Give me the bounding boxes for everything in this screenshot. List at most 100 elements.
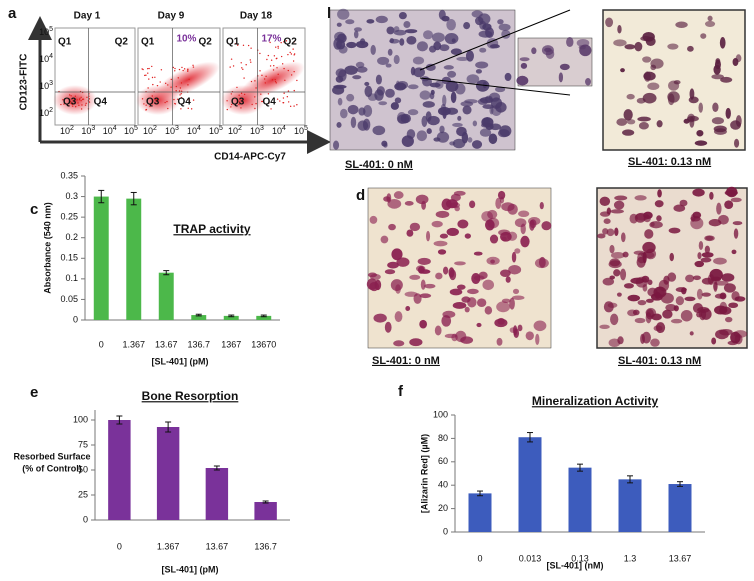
cell-dot: [279, 100, 281, 102]
quadrant-label: Q1: [58, 37, 72, 48]
cell-dot: [283, 92, 285, 94]
cell: [643, 71, 656, 81]
x-tick-label: 1.367: [157, 541, 180, 551]
cell: [407, 84, 419, 90]
cell: [668, 227, 681, 234]
cell: [362, 118, 371, 131]
cell-dot: [88, 98, 91, 100]
cell-dot: [60, 103, 62, 106]
cell-dot: [296, 79, 298, 82]
cell: [609, 275, 616, 280]
cell: [498, 23, 511, 31]
cell: [599, 211, 611, 217]
cell-dot: [183, 68, 186, 70]
cell: [469, 200, 476, 209]
y-axis-title: [Alizarin Red] (µM): [419, 434, 429, 513]
cell: [698, 241, 704, 250]
y-tick-label: 0.25: [60, 212, 78, 222]
cell-dot: [282, 101, 285, 104]
cell: [427, 115, 440, 126]
cell: [630, 277, 645, 284]
tick-label: 105: [124, 125, 138, 137]
cell: [455, 330, 467, 343]
y-tick-label: 75: [78, 439, 88, 449]
cell: [338, 69, 347, 82]
cell: [445, 80, 459, 92]
cell: [409, 338, 423, 347]
cell-dot: [167, 107, 169, 110]
cell-dot: [230, 103, 233, 106]
cell: [446, 18, 456, 31]
tick-base: 10: [272, 126, 282, 136]
tick-label: 102: [143, 125, 157, 137]
cell: [482, 279, 495, 291]
tick-exp: 4: [113, 125, 117, 132]
cell: [634, 41, 643, 52]
y-tick-label: 20: [438, 503, 448, 513]
cell: [614, 195, 628, 201]
tick-base: 10: [39, 108, 49, 118]
cell: [701, 277, 714, 285]
cell: [475, 61, 489, 69]
cell: [443, 65, 454, 70]
cell-dot: [159, 81, 161, 83]
cell: [413, 293, 422, 304]
tick-label: 103: [39, 80, 53, 92]
cell-dot: [71, 103, 73, 106]
cell: [337, 97, 343, 106]
cell: [613, 39, 627, 47]
tick-base: 10: [143, 126, 153, 136]
cell: [696, 311, 702, 318]
cell: [425, 63, 436, 71]
cell-dot: [70, 100, 72, 103]
cell-dot: [280, 41, 282, 44]
cell: [432, 32, 445, 43]
cell: [698, 102, 703, 113]
cell: [444, 33, 459, 45]
tick-base: 10: [209, 126, 219, 136]
quadrant-label: Q4: [177, 97, 191, 108]
cell-dot: [240, 92, 243, 95]
cell: [696, 129, 704, 137]
cell: [467, 137, 473, 143]
cell: [356, 66, 368, 73]
cell-dot: [293, 41, 295, 43]
cell-dot: [82, 98, 85, 100]
cell: [675, 296, 685, 306]
cell: [501, 298, 511, 304]
cell: [692, 188, 705, 197]
cell-dot: [180, 108, 182, 110]
quadrant-label: Q2: [283, 37, 297, 48]
cell-dot: [230, 93, 233, 95]
cell: [397, 114, 410, 124]
cell-dot: [177, 77, 179, 79]
cell: [642, 56, 652, 63]
cell: [419, 269, 431, 274]
cell: [346, 41, 357, 49]
cell: [389, 38, 400, 44]
cell: [439, 125, 445, 134]
tick-exp: 4: [282, 125, 286, 132]
cell-dot: [70, 95, 72, 97]
cell: [393, 191, 404, 199]
cell: [395, 284, 401, 294]
cell: [641, 331, 651, 344]
tick-label: 104: [103, 125, 117, 137]
cell: [617, 25, 622, 34]
cell: [697, 306, 710, 313]
cell: [620, 68, 625, 73]
cell: [419, 319, 428, 329]
cell-dot: [63, 103, 65, 105]
cell: [660, 292, 674, 304]
error-bar: [477, 490, 483, 497]
cell: [626, 119, 636, 125]
cell: [637, 116, 651, 122]
y-tick-label: 0.1: [65, 273, 78, 283]
cell: [452, 138, 466, 149]
tick-label: 102: [39, 107, 53, 119]
cell: [429, 82, 441, 88]
panel-label: d: [356, 187, 365, 204]
cell-dot: [147, 72, 149, 74]
charts: c TRAP activity 0 0.05 0.1 0.15 0.2 0.25 0.3 0.35…: [13, 170, 705, 574]
cell-dot: [254, 107, 256, 110]
